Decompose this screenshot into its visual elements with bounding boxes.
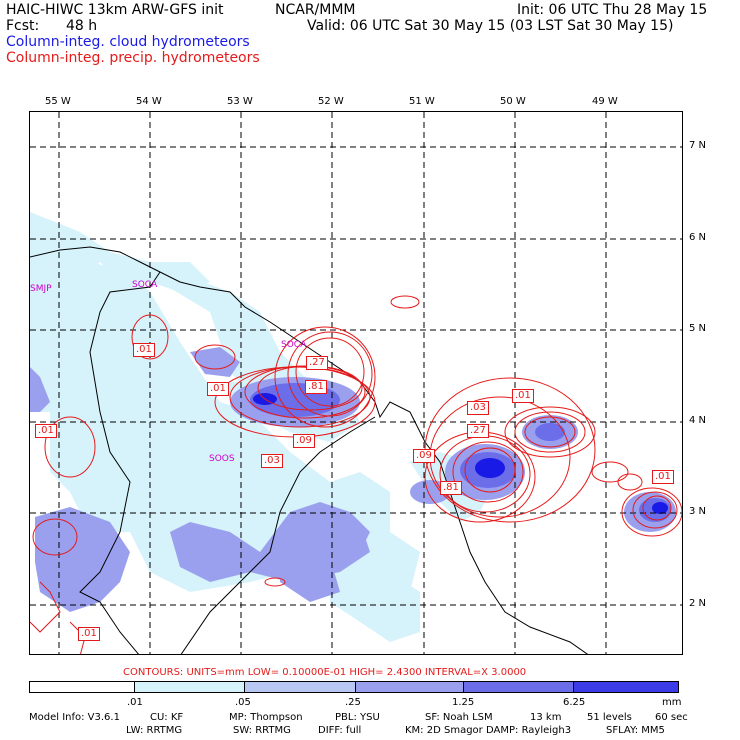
contour-label: .01 (207, 382, 229, 396)
footer-damp: DAMP: Rayleigh3 (486, 725, 572, 736)
station-label: SOOS (209, 454, 235, 464)
contour-label: .03 (467, 401, 489, 415)
precip-contours (30, 295, 682, 654)
lon-label: 49 W (592, 96, 618, 107)
colorbar-segment (134, 682, 245, 692)
model-title: HAIC-HIWC 13km ARW-GFS init (6, 2, 224, 18)
colorbar-units: mm (662, 697, 682, 708)
field-cloud-label: Column-integ. cloud hydrometeors (6, 34, 250, 50)
colorbar-segment (244, 682, 355, 692)
footer-timestep: 60 sec (655, 712, 688, 723)
footer-mp: MP: Thompson (229, 712, 303, 723)
footer-resolution: 13 km (530, 712, 562, 723)
lon-label: 50 W (500, 96, 526, 107)
footer-pbl: PBL: YSU (335, 712, 380, 723)
cloud-shading-medium (30, 347, 370, 612)
lat-label: 6 N (689, 232, 707, 243)
colorbar-tick: .05 (235, 697, 251, 708)
lon-label: 52 W (318, 96, 344, 107)
valid-time: Valid: 06 UTC Sat 30 May 15 (03 LST Sat … (307, 18, 674, 34)
colorbar-tick: .25 (345, 697, 361, 708)
colorbar-segment (462, 682, 573, 692)
lat-label: 7 N (689, 140, 707, 151)
contour-label: .03 (261, 454, 283, 468)
lat-label: 3 N (689, 506, 707, 517)
contour-label: .01 (78, 627, 100, 641)
station-label: SOCA (132, 280, 158, 290)
colorbar (29, 681, 679, 693)
forecast-hour: 48 h (66, 18, 98, 34)
map-panel: SMJP SOCA SOCA SOOS .01 .01 .01 .81 .27 … (29, 111, 683, 655)
forecast-label: Fcst: (6, 18, 40, 34)
footer-km: KM: 2D Smagor (405, 725, 483, 736)
colorbar-segment (572, 682, 679, 692)
init-time: Init: 06 UTC Thu 28 May 15 (517, 2, 708, 18)
contour-label: .09 (413, 449, 435, 463)
footer-model-info: Model Info: V3.6.1 (29, 712, 120, 723)
colorbar-segment (30, 682, 135, 692)
colorbar-tick: 1.25 (452, 697, 475, 708)
field-precip-label: Column-integ. precip. hydrometeors (6, 50, 260, 66)
lat-label: 2 N (689, 598, 707, 609)
lon-label: 51 W (409, 96, 435, 107)
contour-label: .27 (306, 356, 328, 370)
colorbar-tick: 6.25 (563, 697, 586, 708)
contour-label: .01 (652, 470, 674, 484)
footer-sflay: SFLAY: MM5 (606, 725, 665, 736)
contour-label: .81 (305, 380, 327, 394)
footer-diff: DIFF: full (318, 725, 362, 736)
station-label: SMJP (30, 284, 52, 294)
lat-lon-grid (30, 112, 682, 654)
station-label: SOCA (281, 340, 307, 350)
contour-label: .09 (293, 434, 315, 448)
lat-label: 5 N (689, 323, 707, 334)
contour-label: .01 (35, 424, 57, 438)
footer-lw: LW: RRTMG (126, 725, 183, 736)
colorbar-segment (354, 682, 463, 692)
org-label: NCAR/MMM (275, 2, 356, 18)
footer-levels: 51 levels (587, 712, 632, 723)
lon-label: 54 W (136, 96, 162, 107)
lon-label: 53 W (227, 96, 253, 107)
contour-label: .81 (440, 481, 462, 495)
contour-label: .01 (133, 343, 155, 357)
contours-info: CONTOURS: UNITS=mm LOW= 0.10000E-01 HIGH… (123, 667, 527, 678)
colorbar-tick: .01 (127, 697, 143, 708)
footer-sw: SW: RRTMG (233, 725, 291, 736)
lon-label: 55 W (45, 96, 71, 107)
contour-label: .27 (467, 424, 489, 438)
footer-sf: SF: Noah LSM (425, 712, 493, 723)
contour-label: .01 (512, 389, 534, 403)
coastline (30, 246, 589, 654)
footer-cu: CU: KF (150, 712, 184, 723)
lat-label: 4 N (689, 415, 707, 426)
map-canvas (30, 112, 682, 654)
